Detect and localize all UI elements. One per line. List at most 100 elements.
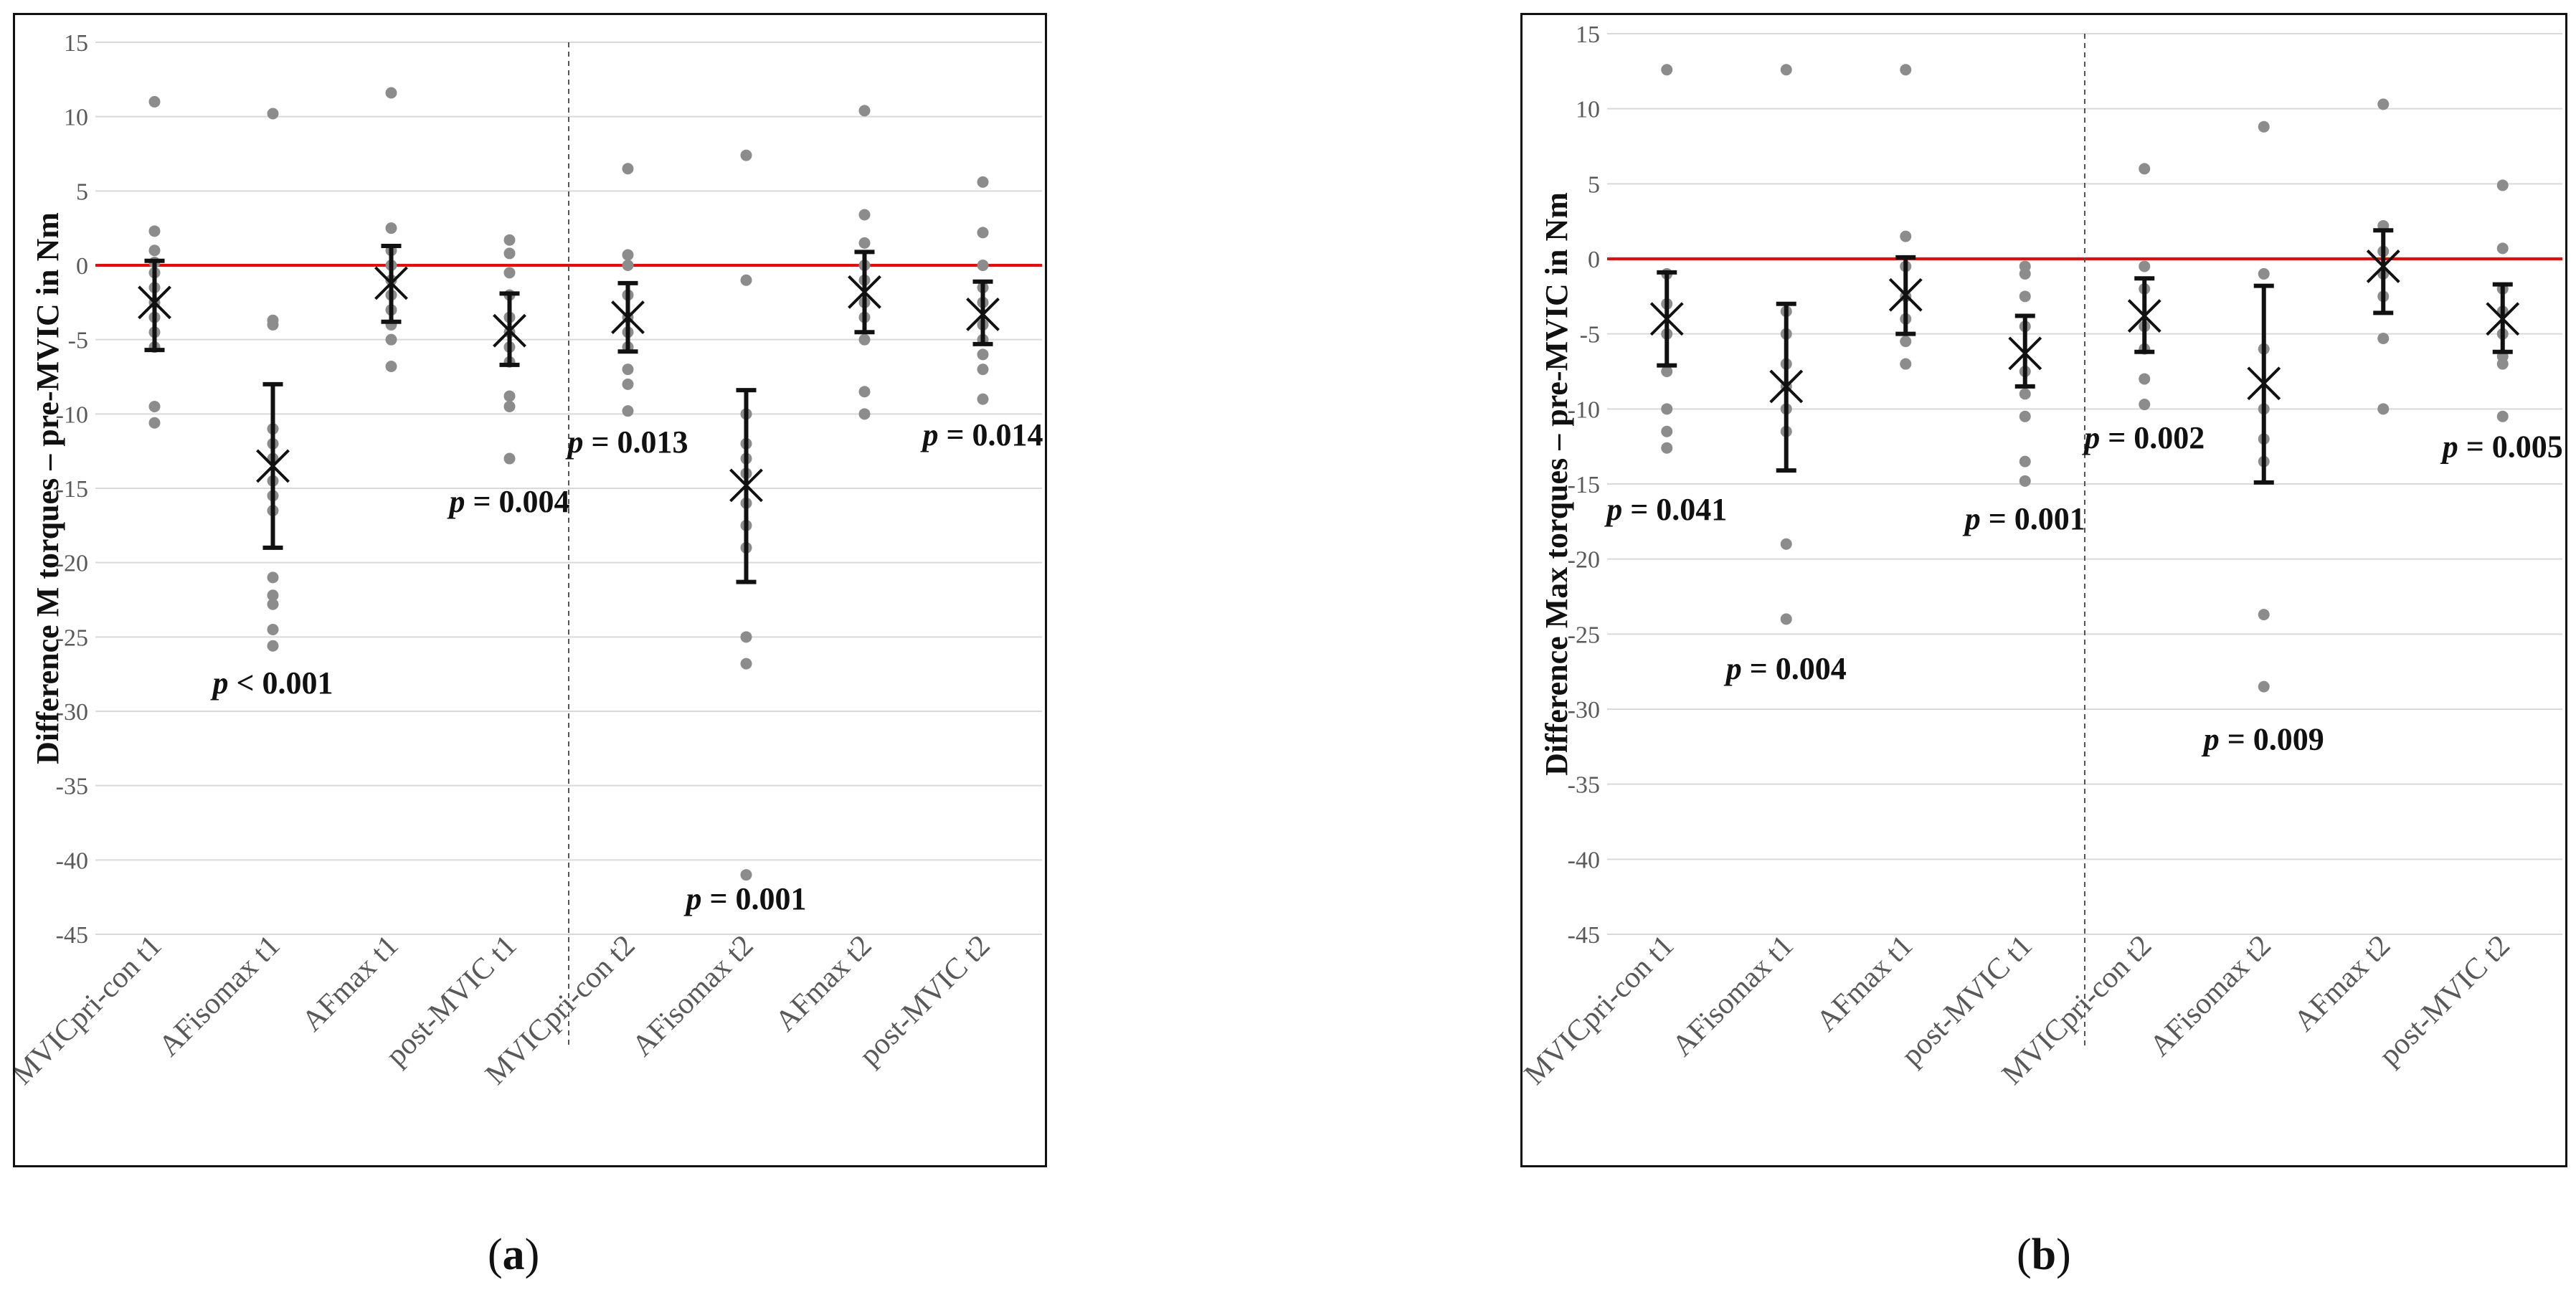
data-point <box>2258 120 2270 133</box>
p-value-text: < 0.001 <box>228 665 333 701</box>
data-point <box>2377 332 2390 344</box>
data-point <box>148 417 161 429</box>
data-point <box>858 408 871 420</box>
data-point <box>1780 613 1792 625</box>
data-point <box>740 658 752 670</box>
p-value-annotation: p < 0.001 <box>209 665 333 701</box>
mean-marker <box>966 298 1000 331</box>
p-value-text: = 0.001 <box>1981 501 2085 536</box>
p-value-text: = 0.004 <box>1742 651 1847 686</box>
data-point <box>385 360 397 372</box>
p-value-text: = 0.005 <box>2458 429 2563 464</box>
data-point <box>740 869 752 881</box>
mean-marker <box>848 275 881 309</box>
data-point <box>1661 403 1673 415</box>
p-symbol: p <box>209 665 228 701</box>
data-point <box>2139 373 2151 385</box>
data-point <box>977 260 989 271</box>
p-value-text: = 0.009 <box>2220 722 2324 757</box>
data-point <box>740 274 752 286</box>
mean-marker <box>2247 366 2281 401</box>
data-point <box>385 87 397 99</box>
p-value-text: = 0.013 <box>583 424 688 460</box>
data-point <box>503 452 516 465</box>
panel-label-b: (b) <box>2017 1230 2071 1279</box>
data-point <box>2139 399 2151 411</box>
y-tick-label: -20 <box>56 551 88 577</box>
y-tick-label: -10 <box>56 402 88 428</box>
data-point <box>977 176 989 188</box>
p-symbol: p <box>1604 492 1622 527</box>
y-tick-label: 15 <box>1576 22 1600 48</box>
data-point <box>622 378 634 390</box>
data-point <box>858 237 871 249</box>
data-point <box>1661 425 1673 437</box>
p-value-annotation: p = 0.004 <box>1723 651 1847 686</box>
x-tick-label: AFmax t1 <box>295 929 404 1038</box>
data-point <box>503 267 516 279</box>
data-point <box>2258 267 2270 280</box>
data-point <box>2019 475 2031 487</box>
data-point <box>148 225 161 237</box>
mean-marker <box>374 266 408 300</box>
data-point <box>622 364 634 376</box>
p-value-annotation: p = 0.005 <box>2440 429 2563 464</box>
data-point <box>1661 442 1673 454</box>
x-tick-label: AFisomax t2 <box>2144 929 2278 1063</box>
p-symbol: p <box>683 881 701 916</box>
data-point <box>622 163 634 175</box>
y-tick-label: -35 <box>56 774 88 800</box>
mean-marker <box>2366 250 2400 283</box>
data-point <box>2496 242 2509 255</box>
data-point <box>1780 538 1792 550</box>
y-tick-label: -20 <box>1568 547 1600 574</box>
data-point <box>1900 358 1912 370</box>
y-tick-label: 10 <box>64 105 88 131</box>
data-point <box>267 598 279 610</box>
p-value-annotation: p = 0.013 <box>564 424 688 460</box>
p-symbol: p <box>446 484 465 519</box>
data-point <box>2496 358 2509 370</box>
data-point <box>2496 410 2509 422</box>
data-point <box>267 318 279 331</box>
p-value-annotation: p = 0.004 <box>446 484 569 519</box>
y-tick-label: 0 <box>1588 247 1600 273</box>
data-point <box>977 393 989 405</box>
x-tick-label: AFisomax t1 <box>153 929 287 1063</box>
mean-marker <box>729 468 763 503</box>
data-point <box>977 364 989 376</box>
data-point <box>503 390 516 402</box>
y-tick-label: 0 <box>76 253 88 280</box>
mean-marker <box>1769 369 1804 404</box>
y-tick-label: -30 <box>56 699 88 726</box>
mean-marker <box>493 313 526 348</box>
data-point <box>148 95 161 108</box>
data-point <box>385 222 397 234</box>
y-tick-label: -35 <box>1568 772 1600 799</box>
data-point <box>267 571 279 584</box>
mean-marker <box>611 300 645 334</box>
x-tick-label: AFmax t1 <box>1810 929 1919 1038</box>
data-point <box>148 400 161 412</box>
data-point <box>148 245 161 257</box>
mean-marker <box>2127 299 2161 333</box>
data-point <box>622 405 634 417</box>
x-tick-label: AFisomax t2 <box>626 929 760 1063</box>
data-point <box>2377 98 2390 110</box>
data-point <box>1900 230 1912 242</box>
data-point <box>1661 366 1673 377</box>
data-point <box>977 348 989 361</box>
data-point <box>385 333 397 346</box>
chart-panel-b: 15 10 5 0 -5 -10 -15 -20 -25 -30 -35 -40 -45 Differen… <box>1518 13 2567 1167</box>
data-point <box>622 249 634 261</box>
x-tick-label: MVICpri-con t1 <box>1523 929 1680 1091</box>
data-point <box>858 386 871 398</box>
chart-a-svg: 15 10 5 0 -5 -10 -15 -20 -25 -30 -35 -40 -45 Differen… <box>6 30 1043 1091</box>
x-tick-label: AFmax t2 <box>2288 929 2397 1038</box>
x-tick-label: MVICpri-con t1 <box>15 929 169 1091</box>
data-point <box>1900 64 1912 76</box>
y-tick-label: -5 <box>68 328 88 354</box>
data-point <box>1900 336 1912 348</box>
chart-panel-a: 15 10 5 0 -5 -10 -15 -20 -25 -30 -35 -40 -45 Differen… <box>6 13 1047 1167</box>
data-point <box>1661 64 1673 76</box>
